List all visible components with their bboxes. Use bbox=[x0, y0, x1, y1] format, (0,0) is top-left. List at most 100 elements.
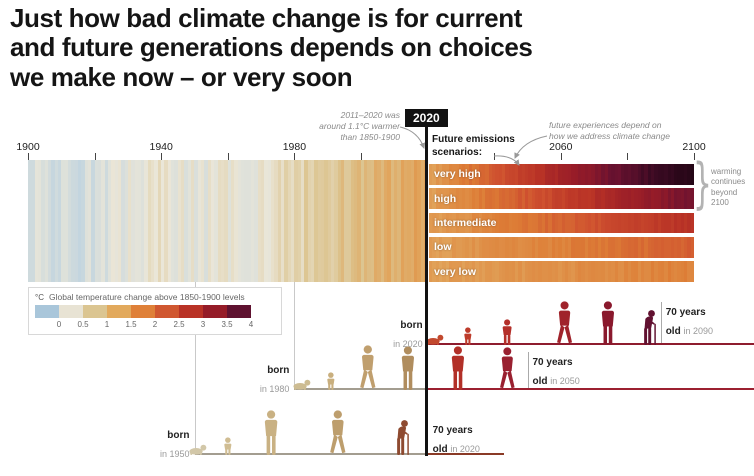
year-stripe bbox=[568, 212, 572, 234]
year-stripe bbox=[167, 160, 172, 282]
year-stripe bbox=[184, 160, 188, 282]
year-stripe bbox=[518, 261, 522, 282]
scenario-strip-intermediate: intermediate bbox=[429, 212, 694, 234]
year-stripe bbox=[660, 188, 665, 210]
year-stripe bbox=[350, 160, 355, 282]
year-stripe bbox=[584, 188, 588, 210]
year-stripe bbox=[594, 236, 598, 258]
year-stripe bbox=[211, 160, 215, 282]
year-stripe bbox=[554, 212, 559, 234]
figure-adult-2074 bbox=[600, 301, 616, 345]
year-stripe bbox=[204, 160, 208, 282]
year-stripe bbox=[491, 164, 496, 185]
year-stripe bbox=[87, 160, 92, 282]
year-stripe bbox=[578, 164, 582, 185]
born-label-born-1980: born in 1980 bbox=[259, 365, 290, 395]
year-stripe bbox=[631, 236, 635, 258]
year-stripe bbox=[280, 160, 285, 282]
figure-adult-1973 bbox=[263, 410, 279, 455]
year-stripe bbox=[591, 164, 595, 185]
year-stripe bbox=[631, 261, 635, 282]
year-stripe bbox=[367, 160, 371, 282]
year-stripe bbox=[578, 212, 582, 234]
year-stripe bbox=[347, 160, 351, 282]
year-stripe bbox=[558, 164, 562, 185]
year-stripe bbox=[357, 160, 361, 282]
year-stripe bbox=[561, 236, 565, 258]
year-axis-tick bbox=[494, 153, 496, 160]
year-stripe bbox=[558, 212, 562, 234]
year-stripe bbox=[201, 160, 205, 282]
year-stripe bbox=[250, 160, 255, 282]
year-stripe bbox=[324, 160, 328, 282]
year-stripe bbox=[445, 236, 449, 258]
year-stripe bbox=[157, 160, 162, 282]
year-stripe bbox=[458, 236, 463, 258]
year-stripe bbox=[491, 188, 496, 210]
year-stripe bbox=[667, 212, 671, 234]
year-stripe bbox=[458, 164, 463, 185]
year-stripe bbox=[607, 212, 612, 234]
year-stripe bbox=[594, 188, 598, 210]
year-stripe bbox=[217, 160, 222, 282]
year-stripe bbox=[468, 261, 473, 282]
year-stripe bbox=[571, 188, 575, 210]
figure-walk-1993 bbox=[327, 410, 349, 455]
year-stripe bbox=[664, 164, 668, 185]
year-stripe bbox=[538, 261, 542, 282]
year-stripe bbox=[564, 164, 569, 185]
year-stripe bbox=[684, 261, 688, 282]
year-stripe bbox=[472, 212, 476, 234]
year-stripe bbox=[690, 236, 694, 258]
year-stripe bbox=[485, 236, 489, 258]
legend-tick-label: 2.5 bbox=[173, 320, 185, 329]
year-stripe bbox=[631, 188, 635, 210]
year-stripe bbox=[515, 212, 519, 234]
year-stripe bbox=[465, 188, 469, 210]
seventy-label-born-2020: 70 years old in 2090 bbox=[665, 307, 713, 338]
year-stripe bbox=[574, 212, 579, 234]
year-stripe bbox=[488, 236, 492, 258]
year-stripe bbox=[47, 160, 52, 282]
year-stripe bbox=[407, 160, 411, 282]
year-stripe bbox=[667, 188, 671, 210]
year-stripe bbox=[654, 188, 658, 210]
year-stripe bbox=[554, 164, 559, 185]
year-stripe bbox=[594, 212, 598, 234]
year-stripe bbox=[330, 160, 335, 282]
year-stripe bbox=[684, 236, 688, 258]
year-stripe bbox=[472, 188, 476, 210]
year-stripe bbox=[164, 160, 168, 282]
year-stripe bbox=[31, 160, 35, 282]
year-stripe bbox=[641, 212, 645, 234]
year-stripe bbox=[650, 236, 655, 258]
year-stripe bbox=[438, 261, 443, 282]
year-stripe bbox=[117, 160, 122, 282]
year-stripe bbox=[525, 188, 529, 210]
year-stripe bbox=[637, 261, 641, 282]
year-stripe bbox=[442, 212, 446, 234]
year-stripe bbox=[660, 212, 665, 234]
year-stripe bbox=[538, 212, 542, 234]
year-stripe bbox=[660, 261, 665, 282]
year-stripe bbox=[561, 164, 565, 185]
year-stripe bbox=[528, 212, 532, 234]
year-stripe bbox=[445, 212, 449, 234]
year-stripe bbox=[548, 236, 552, 258]
year-stripe bbox=[387, 160, 391, 282]
year-stripe bbox=[581, 261, 585, 282]
year-stripe bbox=[400, 160, 405, 282]
year-stripe bbox=[568, 236, 572, 258]
year-stripe bbox=[627, 261, 632, 282]
year-stripe bbox=[194, 160, 198, 282]
year-stripe bbox=[429, 188, 433, 210]
year-stripe bbox=[448, 261, 453, 282]
year-stripe bbox=[475, 188, 479, 210]
year-stripe bbox=[601, 212, 605, 234]
legend-swatch bbox=[179, 305, 203, 318]
year-stripe bbox=[37, 160, 42, 282]
year-stripe bbox=[485, 188, 489, 210]
birth-year-connector-1950 bbox=[195, 282, 196, 455]
year-stripe bbox=[647, 164, 651, 185]
year-stripe bbox=[488, 164, 492, 185]
